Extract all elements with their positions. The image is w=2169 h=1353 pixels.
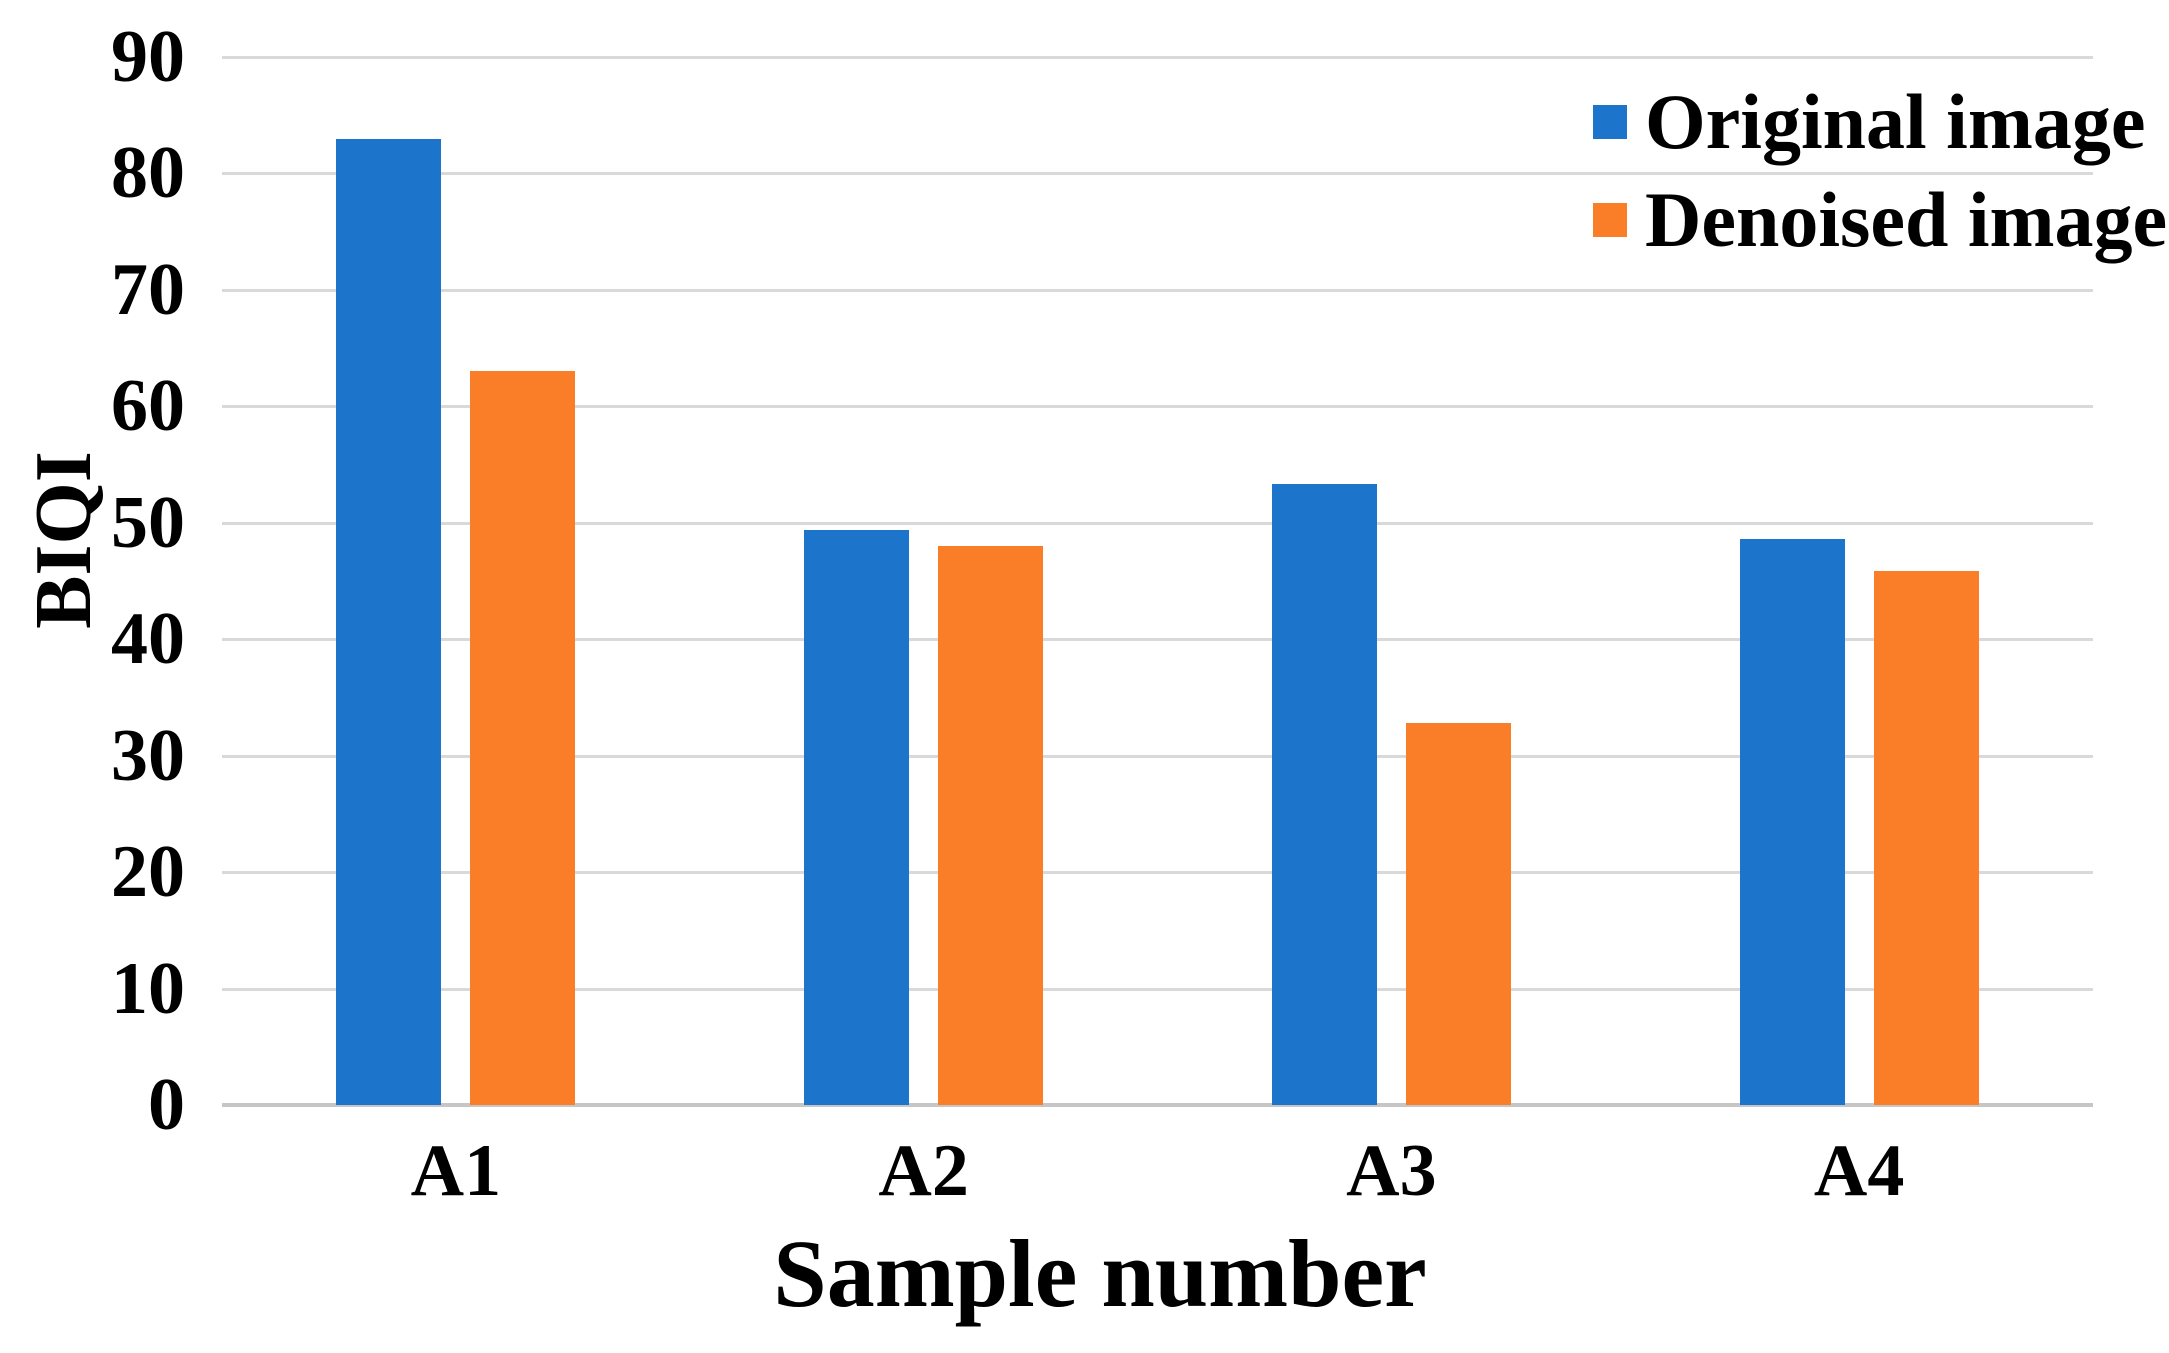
bar-original-image-A1 bbox=[336, 138, 442, 1105]
y-tick-label-30: 30 bbox=[111, 714, 185, 797]
bar-denoised-image-A4 bbox=[1873, 570, 1979, 1105]
bar-original-image-A2 bbox=[804, 529, 910, 1105]
gridline-40 bbox=[222, 638, 2093, 642]
plot-area bbox=[222, 56, 2093, 1107]
bar-denoised-image-A3 bbox=[1405, 723, 1511, 1105]
legend-swatch-denoised-image bbox=[1593, 203, 1627, 237]
gridline-80 bbox=[222, 172, 2093, 176]
legend-label-denoised-image: Denoised image bbox=[1645, 176, 2168, 263]
x-axis-title: Sample number bbox=[773, 1220, 1427, 1327]
gridline-30 bbox=[222, 754, 2093, 758]
bar-denoised-image-A2 bbox=[938, 546, 1044, 1105]
gridline-20 bbox=[222, 871, 2093, 875]
bar-original-image-A3 bbox=[1271, 484, 1377, 1105]
y-tick-label-90: 90 bbox=[111, 16, 185, 98]
gridline-60 bbox=[222, 405, 2093, 409]
gridline-10 bbox=[222, 987, 2093, 991]
y-tick-label-20: 20 bbox=[111, 831, 185, 914]
y-tick-label-70: 70 bbox=[111, 248, 185, 331]
y-tick-label-10: 10 bbox=[111, 947, 185, 1030]
bar-denoised-image-A1 bbox=[470, 371, 576, 1105]
x-tick-label-A1: A1 bbox=[410, 1130, 502, 1212]
gridline-70 bbox=[222, 288, 2093, 292]
gridline-50 bbox=[222, 521, 2093, 525]
legend-item-denoised-image: Denoised image bbox=[1593, 180, 2167, 260]
legend-label-original-image: Original image bbox=[1645, 78, 2146, 165]
legend-swatch-original-image bbox=[1593, 105, 1627, 139]
x-tick-label-A4: A4 bbox=[1813, 1130, 1905, 1212]
x-tick-label-A3: A3 bbox=[1346, 1130, 1437, 1212]
gridline-90 bbox=[222, 56, 2093, 59]
x-axis-line bbox=[222, 1103, 2093, 1107]
legend-item-original-image: Original image bbox=[1593, 82, 2167, 162]
y-tick-label-40: 40 bbox=[111, 598, 185, 681]
y-tick-label-50: 50 bbox=[111, 481, 185, 564]
y-tick-label-80: 80 bbox=[111, 132, 185, 215]
legend: Original image Denoised image bbox=[1593, 82, 2167, 278]
x-tick-label-A2: A2 bbox=[878, 1130, 969, 1212]
bar-original-image-A4 bbox=[1739, 539, 1845, 1105]
y-tick-label-60: 60 bbox=[111, 365, 185, 448]
y-tick-label-0: 0 bbox=[148, 1064, 185, 1146]
